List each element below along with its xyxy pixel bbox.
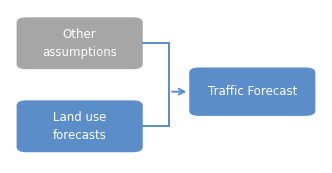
Text: Land use
forecasts: Land use forecasts [53,111,107,142]
FancyBboxPatch shape [189,67,315,116]
Text: Traffic Forecast: Traffic Forecast [208,85,297,98]
FancyBboxPatch shape [17,17,143,69]
FancyBboxPatch shape [17,100,143,152]
Text: Other
assumptions: Other assumptions [42,28,117,59]
